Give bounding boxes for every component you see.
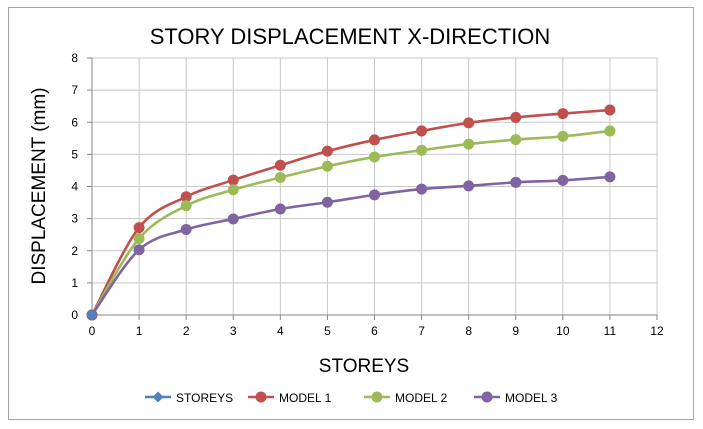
legend: STOREYS MODEL 1 MODEL 2 MODEL 3: [145, 391, 558, 405]
data-point-model-2: [604, 125, 616, 137]
data-point-model-2: [180, 200, 192, 212]
y-tick-label: 8: [71, 51, 78, 65]
data-point-model-3: [133, 244, 145, 256]
legend-item-storeys: STOREYS: [145, 391, 233, 405]
series-line-model-3: [90, 175, 611, 316]
legend-label-model-2: MODEL 2: [395, 391, 448, 405]
data-point-model-1: [180, 191, 192, 203]
x-tick-label: 12: [650, 324, 664, 338]
data-point-model-1: [321, 145, 333, 157]
legend-item-model-3: MODEL 3: [474, 391, 558, 405]
data-point-model-3: [274, 203, 286, 215]
data-point-model-1: [227, 174, 239, 186]
x-tick-label: 2: [183, 324, 190, 338]
data-point-model-2: [463, 138, 475, 150]
data-point-model-2: [416, 144, 428, 156]
series-layer: [86, 104, 616, 321]
data-point-storeys: [86, 309, 98, 321]
data-point-model-2: [321, 160, 333, 172]
series-model-1: [86, 104, 616, 321]
y-tick-label: 5: [71, 147, 78, 161]
data-point-model-3: [416, 183, 428, 195]
y-tick-label: 1: [71, 276, 78, 290]
data-point-model-1: [510, 111, 522, 123]
x-tick-label: 8: [465, 324, 472, 338]
data-point-model-1: [274, 159, 286, 171]
data-point-model-3: [321, 196, 333, 208]
y-tick-label: 4: [71, 180, 78, 194]
legend-marker-model-2: [371, 391, 383, 403]
x-axis-title: STOREYS: [319, 356, 409, 377]
data-point-model-1: [133, 222, 145, 234]
x-tick-label: 5: [324, 324, 331, 338]
data-point-model-1: [369, 134, 380, 146]
legend-marker-storeys: [152, 391, 164, 403]
data-point-model-3: [463, 180, 475, 192]
x-tick-label: 9: [512, 324, 519, 338]
legend-item-model-1: MODEL 1: [248, 391, 332, 405]
data-point-model-1: [557, 108, 569, 120]
chart-title: STORY DISPLACEMENT X-DIRECTION: [150, 24, 551, 49]
data-point-model-2: [133, 233, 145, 245]
series-model-3: [86, 171, 616, 321]
y-tick-label: 3: [71, 212, 78, 226]
y-axis-title: DISPLACEMENT (mm): [29, 87, 50, 284]
series-storeys: [86, 309, 98, 321]
data-point-model-3: [604, 171, 616, 183]
series-line-model-2: [90, 129, 611, 316]
x-tick-label: 11: [604, 324, 617, 338]
data-point-model-3: [557, 174, 569, 186]
legend-label-model-1: MODEL 1: [279, 391, 332, 405]
data-point-model-2: [369, 151, 380, 163]
legend-label-storeys: STOREYS: [176, 391, 233, 405]
grid: [91, 57, 658, 316]
y-tick-label: 6: [71, 115, 78, 129]
data-point-model-2: [274, 172, 286, 184]
data-point-model-1: [604, 104, 616, 116]
x-tick-label: 1: [136, 324, 143, 338]
x-tick-label: 7: [418, 324, 425, 338]
y-tick-label: 7: [71, 83, 78, 97]
legend-marker-model-3: [481, 391, 493, 403]
data-point-model-3: [180, 224, 192, 236]
x-tick-label: 6: [371, 324, 378, 338]
data-point-model-1: [463, 117, 475, 129]
data-point-model-2: [227, 184, 239, 196]
x-tick-label: 3: [230, 324, 237, 338]
data-point-model-3: [369, 189, 380, 201]
x-tick-label: 10: [556, 324, 570, 338]
chart-area: [8, 7, 694, 420]
x-tick-label: 4: [277, 324, 284, 338]
data-point-model-2: [510, 134, 522, 146]
x-tick-label: 0: [89, 324, 96, 338]
legend-marker-model-1: [255, 391, 267, 403]
data-point-model-1: [416, 125, 428, 137]
y-tick-label: 2: [71, 244, 78, 258]
series-line-model-1: [90, 108, 611, 316]
y-tick-label: 0: [71, 308, 78, 322]
data-point-model-3: [510, 176, 522, 188]
data-point-model-3: [227, 213, 239, 225]
data-point-model-2: [557, 130, 569, 142]
legend-item-model-2: MODEL 2: [364, 391, 448, 405]
legend-label-model-3: MODEL 3: [505, 391, 558, 405]
